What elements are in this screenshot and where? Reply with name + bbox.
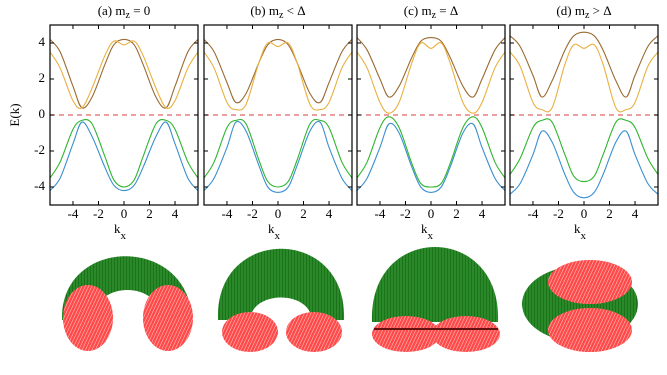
y-tick-label: 2	[39, 70, 46, 85]
band-line	[203, 118, 353, 188]
x-tick-label: 4	[479, 206, 486, 221]
x-tick-label: 2	[453, 206, 460, 221]
render-b	[217, 248, 345, 352]
panel: (a) mz = 0 E(k) kx -4 -2 0 2 4 -4 -2 0 2 4	[7, 3, 199, 242]
x-tick-label: -4	[222, 206, 233, 221]
panel-title: (c) mz = Δ	[404, 3, 458, 21]
title-subscript: z	[432, 10, 437, 21]
title-subscript: z	[585, 10, 590, 21]
x-axis-label: kx	[421, 221, 434, 242]
panel-title: (d) mz > Δ	[556, 3, 611, 21]
x-tick-label: 2	[146, 206, 153, 221]
x-tick-label: 4	[632, 206, 639, 221]
band-line	[356, 116, 506, 188]
title-text: (d) m	[556, 3, 585, 18]
band-line	[509, 43, 659, 113]
title-text: = 0	[130, 3, 150, 18]
panel-title: (a) mz = 0	[98, 3, 151, 21]
band-line	[49, 38, 199, 109]
band-line	[49, 40, 199, 110]
band-line	[356, 42, 506, 114]
y-axis-label: E(k)	[7, 103, 22, 126]
band-line	[203, 41, 353, 111]
x-label-subscript: x	[581, 230, 587, 242]
x-tick-label: -2	[247, 206, 258, 221]
x-tick-label: -2	[93, 206, 104, 221]
y-tick-label: 4	[39, 34, 46, 49]
band-line	[49, 119, 199, 188]
band-line	[49, 121, 199, 192]
title-text: > Δ	[589, 3, 611, 18]
y-tick-label: 0	[39, 106, 46, 121]
title-subscript: z	[126, 10, 131, 21]
x-label-subscript: x	[428, 230, 434, 242]
title-text: (a) m	[98, 3, 126, 18]
x-tick-label: 0	[275, 206, 282, 221]
panel: (c) mz = Δ kx -4 -2 0 2 4	[356, 3, 506, 242]
band-line	[356, 122, 506, 193]
title-subscript: z	[279, 10, 284, 21]
y-tick-label: -4	[34, 178, 45, 193]
title-text: (c) m	[404, 3, 432, 18]
band-line	[356, 37, 506, 98]
x-axis-label: kx	[268, 221, 281, 242]
title-text: < Δ	[283, 3, 305, 18]
band-line	[509, 31, 659, 98]
x-label-subscript: x	[275, 230, 281, 242]
x-tick-label: 0	[428, 206, 435, 221]
y-tick-label: -2	[34, 142, 45, 157]
panel-title: (b) mz < Δ	[250, 3, 305, 21]
x-label-subscript: x	[121, 230, 127, 242]
x-tick-label: -2	[553, 206, 564, 221]
x-tick-label: 4	[326, 206, 333, 221]
x-label-text: k	[421, 221, 428, 236]
x-tick-label: 4	[172, 206, 179, 221]
x-label-text: k	[268, 221, 275, 236]
x-tick-label: 2	[300, 206, 307, 221]
x-tick-label: -4	[68, 206, 79, 221]
band-line	[203, 38, 353, 104]
title-text: (b) m	[250, 3, 279, 18]
x-tick-label: 0	[121, 206, 128, 221]
band-line	[203, 120, 353, 193]
x-tick-label: -4	[375, 206, 386, 221]
x-axis-label: kx	[574, 221, 587, 242]
x-tick-label: -4	[528, 206, 539, 221]
render-d	[522, 260, 638, 352]
panel: (d) mz > Δ kx -4 -2 0 2 4	[509, 3, 659, 242]
render-a	[61, 256, 193, 351]
panel: (b) mz < Δ kx -4 -2 0 2 4	[203, 3, 353, 242]
x-label-text: k	[574, 221, 581, 236]
render-c	[371, 247, 500, 352]
x-tick-label: 2	[606, 206, 613, 221]
title-text: = Δ	[436, 3, 458, 18]
x-axis-label: kx	[114, 221, 127, 242]
x-tick-label: -2	[400, 206, 411, 221]
x-tick-label: 0	[581, 206, 588, 221]
x-label-text: k	[114, 221, 121, 236]
band-line	[509, 118, 659, 183]
band-line	[509, 130, 659, 199]
